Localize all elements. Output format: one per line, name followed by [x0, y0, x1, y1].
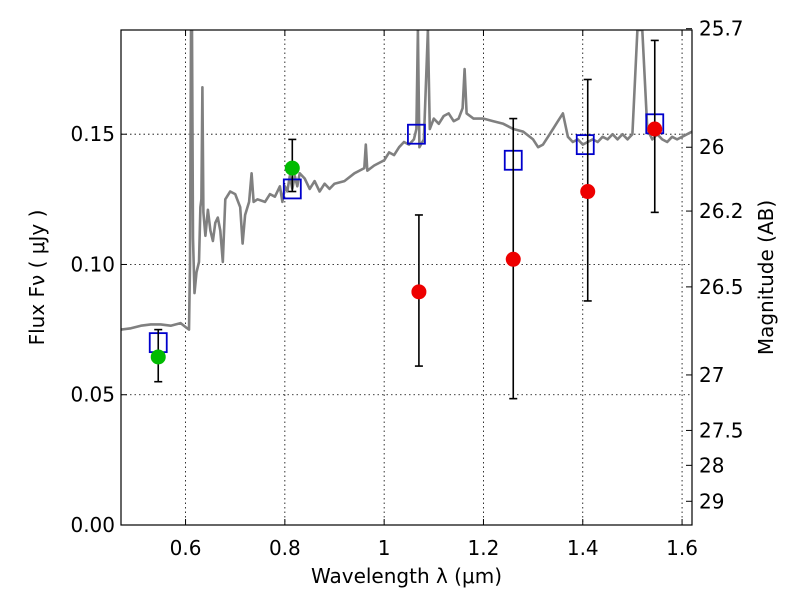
- plot-frame: [120, 29, 693, 526]
- x-tick-label: 1.4: [567, 536, 599, 560]
- green-data-point: [150, 349, 166, 365]
- x-tick-label: 0.6: [170, 536, 202, 560]
- mag-tick-label: 26.2: [699, 199, 744, 223]
- mag-tick-label: 26.5: [699, 275, 744, 299]
- x-tick-label: 0.8: [269, 536, 301, 560]
- x-tick-label: 1: [378, 536, 391, 560]
- green-data-point: [284, 160, 300, 176]
- grid: [121, 30, 692, 525]
- red-data-point: [411, 284, 427, 300]
- model-photometry-square: [575, 134, 595, 156]
- mag-tick-label: 27: [699, 363, 724, 387]
- red-data-point: [505, 251, 521, 267]
- mag-tick-label: 26: [699, 135, 724, 159]
- mag-tick-label: 28: [699, 453, 724, 477]
- mag-tick-label: 29: [699, 489, 724, 513]
- spectrum-line: [121, 30, 692, 331]
- series-layer: [121, 30, 692, 400]
- y-axis-title: Flux Fν ( μJy ): [25, 210, 49, 346]
- mag-tick-label: 27.5: [699, 418, 744, 442]
- x-tick-label: 1.2: [468, 536, 500, 560]
- red-data-point: [580, 184, 596, 200]
- red-data-point: [647, 121, 663, 137]
- y-tick-label: 0.15: [70, 122, 115, 146]
- model-photometry-square: [407, 123, 426, 145]
- y-tick-label: 0.05: [70, 383, 115, 407]
- axes: 0.6 0.8 1 1.2 1.4 1.6 0.00 0.05 0.10 0.15 25.7 26 26…: [70, 17, 743, 560]
- x-axis-title: Wavelength λ (μm): [311, 564, 502, 588]
- y-tick-label: 0.10: [70, 252, 115, 276]
- y-tick-label: 0.00: [70, 513, 115, 537]
- x-tick-label: 1.6: [666, 536, 698, 560]
- mag-tick-label: 25.7: [699, 17, 744, 41]
- right-axis-title: Magnitude (AB): [754, 200, 778, 355]
